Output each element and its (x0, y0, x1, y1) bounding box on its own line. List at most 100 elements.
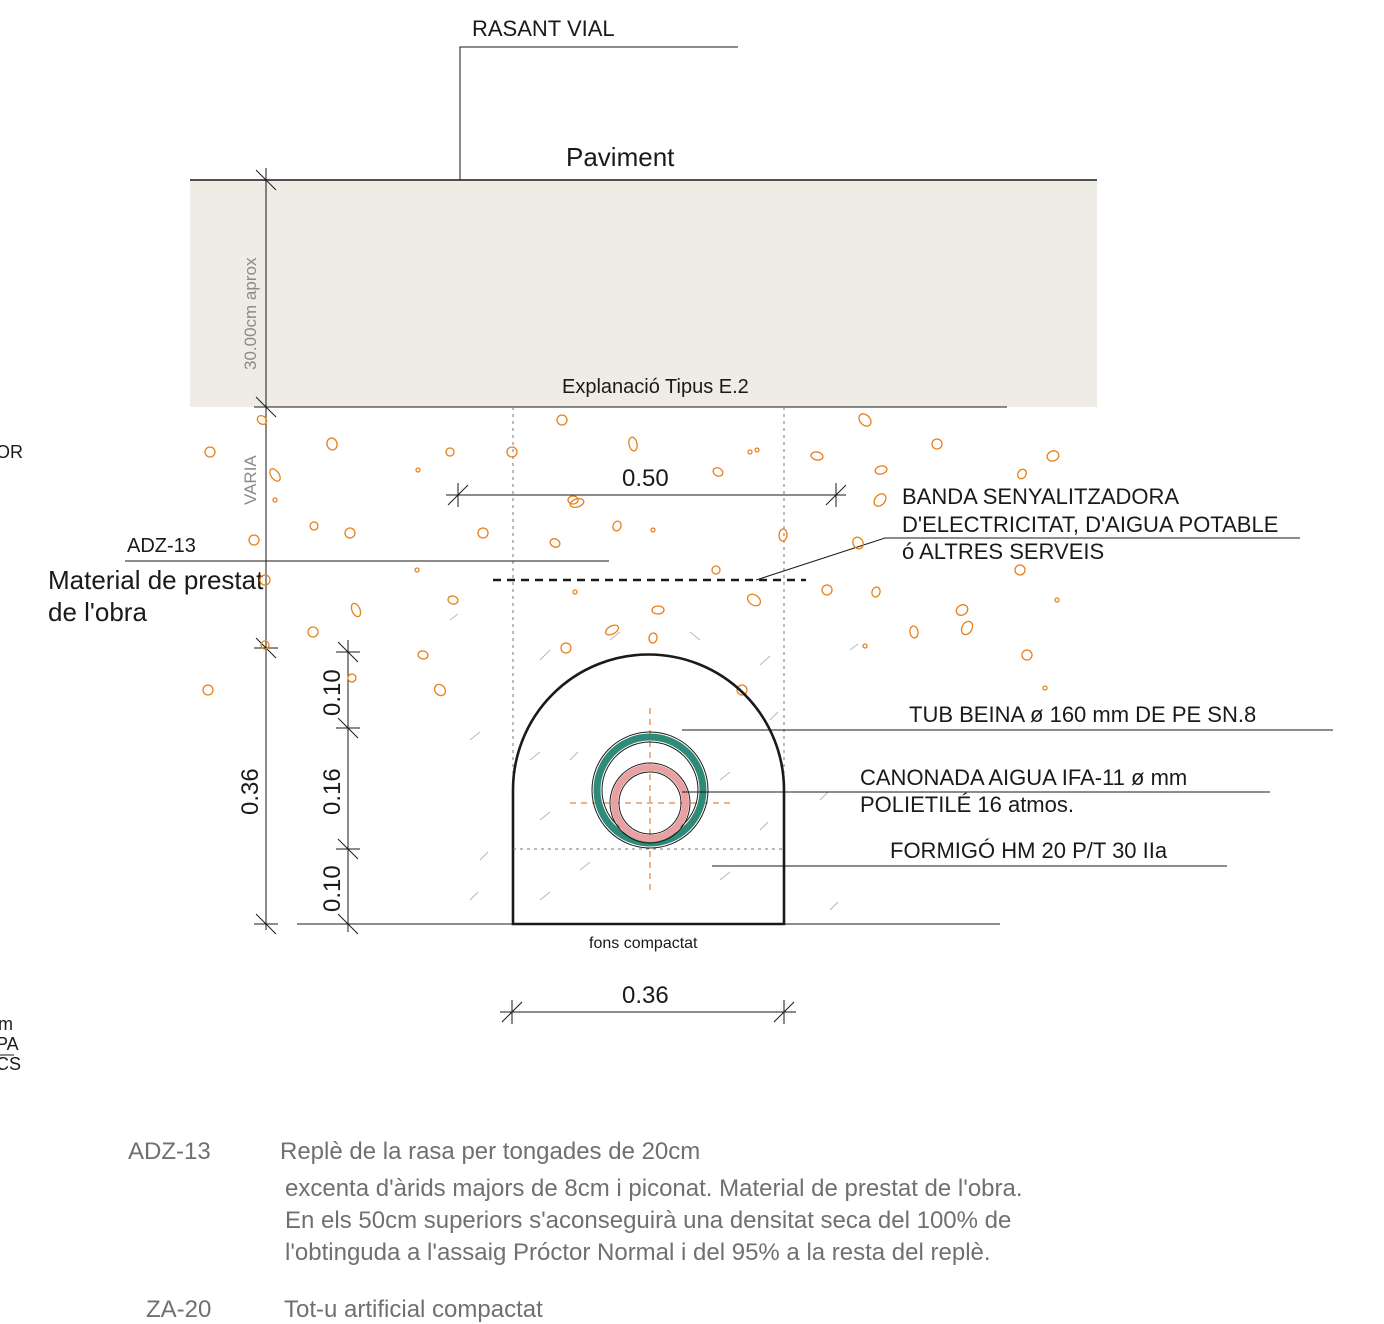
aggregate-particle (1017, 468, 1027, 480)
concrete-texture-mark (719, 871, 731, 881)
aggregate-particle (260, 640, 270, 650)
concrete-texture-mark (529, 751, 541, 761)
water-pipe-inner-edge (618, 771, 682, 835)
aggregate-particle (1021, 649, 1033, 661)
concrete-texture-mark (849, 643, 859, 651)
aggregate-particle (269, 468, 281, 482)
seg-bottom-dimension: 0.10 (319, 865, 346, 912)
aggregate-particle (712, 467, 724, 477)
bottom-width-label: 0.36 (622, 982, 669, 1009)
concrete-texture-mark (829, 901, 839, 911)
aggregate-particle (711, 565, 721, 575)
material-label-line2: de l'obra (48, 597, 147, 627)
left-dimension-ticks (254, 169, 278, 935)
aggregate-particle (204, 446, 216, 458)
aggregate-particle (960, 620, 974, 636)
aggregate-particle (1042, 685, 1048, 691)
banda-label-line1: BANDA SENYALITZADORA (902, 484, 1179, 509)
aggregate-particle (307, 626, 319, 638)
concrete-texture-mark (769, 711, 779, 721)
aggregate-particle (858, 413, 872, 427)
left-fragment-cs: CS (0, 1054, 21, 1074)
aggregate-particle (259, 574, 271, 586)
water-pipe-wall (611, 764, 689, 842)
concrete-texture-mark (569, 751, 579, 761)
aggregate-particle (650, 527, 656, 533)
seg-mid-dimension: 0.16 (319, 768, 346, 815)
top-width-ticks (447, 483, 847, 507)
concrete-texture-mark (819, 791, 829, 801)
aggregate-particle (736, 684, 748, 696)
aggregate-particle (556, 414, 568, 426)
canonada-label-line2: POLIETILÉ 16 atmos. (860, 792, 1074, 817)
concrete-texture-mark (689, 631, 701, 641)
aggregate-particle (754, 447, 760, 453)
aggregate-particle (604, 624, 620, 636)
aggregate-particle (871, 586, 881, 598)
sleeve-pipe (591, 731, 709, 849)
concrete-texture-mark (759, 655, 771, 666)
concrete-encasement (511, 653, 786, 926)
aggregate-particle (415, 467, 421, 473)
aggregate-particle (862, 643, 868, 649)
left-fragment-pa: PA (0, 1034, 19, 1054)
banda-leader (755, 537, 1300, 581)
aggregate-particle (414, 567, 420, 573)
total-height-dimension: 0.36 (237, 768, 264, 815)
concrete-texture-mark (539, 649, 551, 661)
material-label-line1: Material de prestat (48, 565, 264, 595)
formigo-label: FORMIGÓ HM 20 P/T 30 IIa (890, 838, 1168, 863)
concrete-texture-mark (469, 891, 479, 901)
aggregate-particle (417, 650, 429, 660)
canonada-label-line1: CANONADA AIGUA IFA-11 ø mm (860, 765, 1187, 790)
legend-adz13-line1: Replè de la rasa per tongades de 20cm (280, 1138, 701, 1165)
legend-code-adz13: ADZ-13 (128, 1138, 211, 1165)
left-fragment-or: OR (0, 442, 23, 462)
aggregate-particle (347, 673, 357, 683)
paviment-label: Paviment (566, 142, 675, 172)
aggregate-particle (747, 449, 753, 455)
legend-adz13-line2: excenta d'àrids majors de 8cm i piconat.… (285, 1175, 1023, 1202)
aggregate-particle (810, 451, 824, 461)
aggregate-particle (350, 602, 362, 618)
concrete-texture-mark (579, 861, 591, 871)
banda-label-line3: ó ALTRES SERVEIS (902, 539, 1104, 564)
concrete-texture-mark (539, 811, 551, 821)
aggregate-particle (549, 538, 561, 548)
rasant-vial-leader (459, 46, 738, 180)
aggregate-particle (874, 465, 888, 475)
aggregate-particle (628, 436, 638, 452)
aggregate-particle (560, 642, 572, 654)
aggregate-particle (852, 536, 864, 550)
aggregate-particle (651, 605, 665, 615)
aggregate-particle (1014, 564, 1026, 576)
legend-code-za20: ZA-20 (146, 1296, 212, 1323)
aggregate-particle (648, 632, 658, 644)
legend-za20-line1: Tot-u artificial compactat (284, 1296, 543, 1323)
concrete-texture-mark (469, 731, 481, 741)
tub-beina-label: TUB BEINA ø 160 mm DE PE SN.8 (909, 702, 1256, 727)
aggregate-particle (909, 625, 919, 639)
aggregate-particle (572, 589, 578, 595)
legend-adz13-line3: En els 50cm superiors s'aconseguirà una … (285, 1207, 1012, 1234)
aggregate-particle (309, 521, 319, 531)
aggregate-particle (344, 527, 356, 539)
aggregate-particle (477, 527, 489, 539)
pavement-layer (190, 180, 1097, 407)
aggregate-particle (612, 520, 622, 532)
aggregate-particle (272, 497, 278, 503)
aggregate-particle (746, 593, 762, 607)
aggregate-particle (873, 493, 887, 507)
aggregate-particle (433, 683, 447, 697)
aggregate-particle (447, 595, 459, 605)
legend-adz13-line4: l'obtinguda a l'assaig Próctor Normal i … (285, 1239, 991, 1266)
aggregate-particle (1054, 597, 1060, 603)
aggregate-particle (821, 584, 833, 596)
aggregate-particle (326, 437, 338, 451)
aggregate-particle (567, 495, 579, 505)
concrete-texture-mark (719, 771, 731, 781)
aggregate-particles (202, 413, 1060, 697)
aggregate-particle (248, 534, 260, 546)
explanacio-label: Explanació Tipus E.2 (562, 376, 749, 398)
